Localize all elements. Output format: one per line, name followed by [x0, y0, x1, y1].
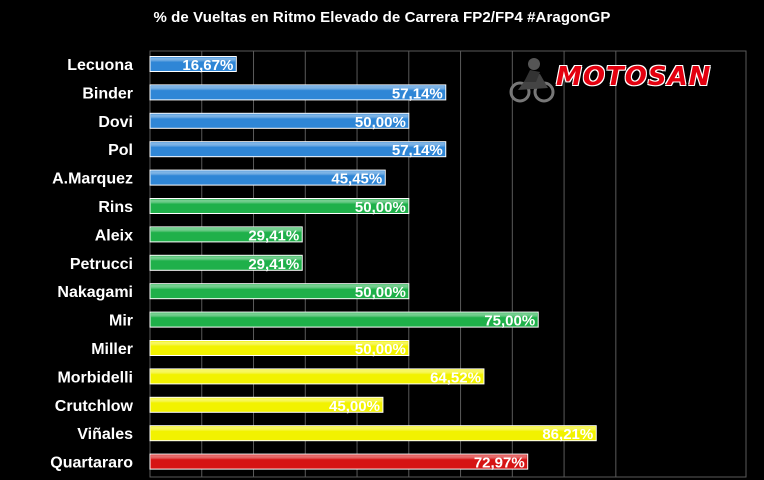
category-label: Aleix [95, 227, 133, 244]
category-label: Miller [91, 341, 133, 358]
bar-highlight [151, 426, 596, 440]
motorcycle-rider-icon [509, 58, 555, 103]
value-label: 29,41% [248, 227, 299, 244]
value-label: 50,00% [355, 199, 406, 216]
bar-highlight [151, 57, 236, 71]
value-label: 29,41% [248, 256, 299, 273]
category-labels: Lecuona Binder Dovi Pol A.Marquez Rins Aleix Pe… [50, 57, 133, 472]
bar-highlight [151, 455, 527, 469]
category-label: Crutchlow [55, 398, 134, 415]
category-label: Dovi [98, 114, 133, 131]
value-label: 45,45% [331, 171, 382, 188]
category-label: A.Marquez [52, 171, 133, 188]
value-label: 72,97% [474, 455, 525, 472]
chart-title: % de Vueltas en Ritmo Elevado de Carrera… [153, 9, 611, 26]
value-label: 86,21% [542, 426, 593, 443]
logo-text: MOTOSAN [556, 62, 712, 92]
category-label: Pol [108, 142, 133, 159]
bar-highlight [151, 313, 538, 327]
category-label: Mir [109, 313, 133, 330]
value-label: 50,00% [355, 284, 406, 301]
category-label: Morbidelli [57, 369, 133, 386]
category-label: Rins [98, 199, 133, 216]
category-label: Nakagami [57, 284, 133, 301]
bar-highlight [151, 227, 302, 241]
category-label: Quartararo [50, 455, 133, 472]
bar-highlight [151, 171, 385, 185]
category-label: Lecuona [67, 57, 133, 74]
bar-highlight [151, 114, 408, 128]
value-label: 50,00% [355, 114, 406, 131]
category-label: Binder [82, 85, 133, 102]
bar-highlight [151, 256, 302, 270]
bar-highlight [151, 284, 408, 298]
category-label: Petrucci [70, 256, 133, 273]
bar-highlight [151, 341, 408, 355]
value-label: 64,52% [430, 369, 481, 386]
value-labels: 16,67% 57,14% 50,00% 57,14% 45,45% 50,00% 29,4… [182, 57, 593, 472]
bar-highlight [151, 369, 483, 383]
bar-highlight [151, 142, 445, 156]
motosan-logo: MOTOSAN [508, 52, 748, 108]
value-label: 57,14% [392, 85, 443, 102]
bar-highlight [151, 398, 382, 412]
category-label: Viñales [77, 426, 133, 443]
value-label: 75,00% [484, 313, 535, 330]
bar-highlight [151, 199, 408, 213]
value-label: 50,00% [355, 341, 406, 358]
value-label: 57,14% [392, 142, 443, 159]
value-label: 45,00% [329, 398, 380, 415]
value-label: 16,67% [182, 57, 233, 74]
bar-highlight [151, 85, 445, 99]
bars [149, 56, 597, 470]
